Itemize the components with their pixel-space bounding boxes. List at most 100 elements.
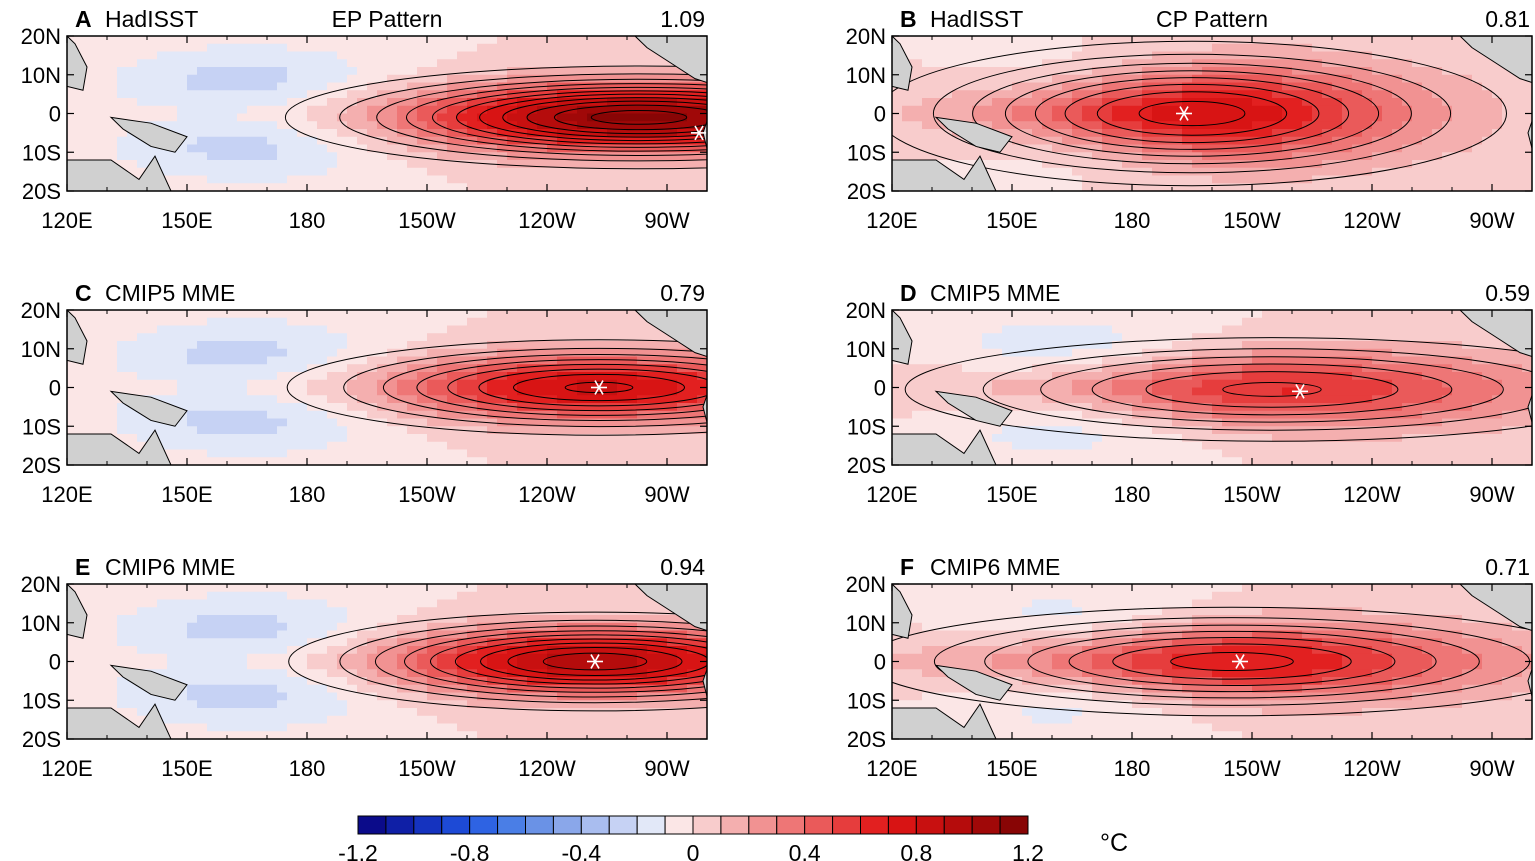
field-cell bbox=[367, 82, 378, 91]
field-cell bbox=[467, 364, 478, 373]
field-cell bbox=[577, 434, 588, 443]
contour-line bbox=[406, 83, 707, 152]
panel-source: HadISST bbox=[930, 6, 1023, 32]
field-cell bbox=[237, 136, 248, 146]
field-cell bbox=[257, 403, 268, 412]
field-cell bbox=[257, 333, 268, 342]
field-cell bbox=[337, 90, 348, 99]
field-cell bbox=[287, 395, 298, 404]
field-cell bbox=[1182, 449, 1193, 458]
field-cell bbox=[1052, 98, 1063, 107]
field-cell bbox=[317, 341, 328, 350]
field-cell bbox=[347, 395, 358, 404]
field-cell bbox=[457, 325, 468, 334]
field-cell bbox=[1342, 98, 1353, 107]
field-cell bbox=[1472, 160, 1483, 169]
field-cell bbox=[97, 364, 108, 373]
field-cell bbox=[952, 144, 963, 153]
field-cell bbox=[982, 152, 993, 161]
field-cell bbox=[1112, 152, 1123, 161]
field-cell bbox=[297, 449, 308, 458]
field-cell bbox=[1352, 67, 1363, 76]
field-cell bbox=[97, 325, 108, 334]
field-cell bbox=[1212, 348, 1223, 358]
field-cell bbox=[982, 372, 993, 381]
field-cell bbox=[922, 59, 933, 68]
field-cell bbox=[117, 325, 128, 334]
field-cell bbox=[257, 43, 268, 53]
field-cell bbox=[587, 418, 598, 427]
field-cell bbox=[1132, 387, 1143, 396]
field-cell bbox=[1142, 183, 1153, 191]
field-cell bbox=[1232, 175, 1243, 184]
field-cell bbox=[337, 379, 348, 389]
field-cell bbox=[597, 67, 608, 76]
field-cell bbox=[307, 90, 318, 99]
field-cell bbox=[197, 113, 208, 122]
field-cell bbox=[1032, 356, 1043, 365]
field-cell bbox=[1022, 59, 1033, 68]
field-cell bbox=[187, 160, 198, 169]
field-cell bbox=[547, 82, 558, 91]
field-cell bbox=[1162, 449, 1173, 458]
field-cell bbox=[922, 113, 933, 122]
field-cell bbox=[367, 136, 378, 146]
field-cell bbox=[982, 59, 993, 68]
field-cell bbox=[1032, 395, 1043, 404]
field-cell bbox=[577, 333, 588, 342]
field-cell bbox=[952, 317, 963, 327]
field-cell bbox=[1052, 379, 1063, 389]
field-cell bbox=[1192, 310, 1203, 319]
panel-source: CMIP5 MME bbox=[105, 280, 235, 306]
field-cell bbox=[397, 379, 408, 389]
field-cell bbox=[1302, 341, 1313, 350]
field-cell bbox=[457, 144, 468, 153]
field-cell bbox=[107, 36, 118, 45]
field-cell bbox=[127, 144, 138, 153]
field-cell bbox=[577, 449, 588, 458]
field-cell bbox=[1512, 98, 1523, 107]
field-cell bbox=[207, 74, 218, 84]
field-cell bbox=[1102, 167, 1113, 177]
field-cell bbox=[1432, 82, 1443, 91]
field-cell bbox=[547, 387, 558, 396]
field-cell bbox=[677, 341, 688, 350]
field-cell bbox=[1332, 387, 1343, 396]
field-cell bbox=[1302, 90, 1313, 99]
field-cell bbox=[892, 372, 903, 381]
field-cell bbox=[1222, 348, 1233, 358]
field-cell bbox=[1232, 67, 1243, 76]
field-cell bbox=[87, 418, 98, 427]
field-cell bbox=[1072, 144, 1083, 153]
contour-line bbox=[1096, 91, 1288, 136]
field-cell bbox=[942, 403, 953, 412]
field-cell bbox=[1072, 121, 1083, 130]
field-cell bbox=[1002, 144, 1013, 153]
field-cell bbox=[357, 418, 368, 427]
field-cell bbox=[1242, 67, 1253, 76]
field-cell bbox=[677, 387, 688, 396]
land bbox=[67, 310, 707, 465]
field-cell bbox=[1452, 98, 1463, 107]
field-cell bbox=[337, 387, 348, 396]
field-cell bbox=[1392, 160, 1403, 169]
field-cell bbox=[1192, 372, 1203, 381]
field-cell bbox=[1242, 90, 1253, 99]
lon-tick-label: 120W bbox=[1343, 208, 1401, 233]
field-cell bbox=[217, 51, 228, 60]
field-cell bbox=[327, 372, 338, 381]
field-cell bbox=[167, 317, 178, 327]
field-cell bbox=[1002, 441, 1013, 451]
field-cell bbox=[127, 410, 138, 420]
field-cell bbox=[267, 317, 278, 327]
field-cell bbox=[1312, 418, 1323, 427]
field-cell bbox=[137, 90, 148, 99]
field-cell bbox=[1322, 98, 1333, 107]
field-cell bbox=[277, 74, 288, 84]
field-cell bbox=[617, 364, 628, 373]
field-cell bbox=[1292, 113, 1303, 122]
field-cell bbox=[217, 317, 228, 327]
field-cell bbox=[607, 105, 618, 115]
field-cell bbox=[1272, 167, 1283, 177]
field-cell bbox=[217, 449, 228, 458]
